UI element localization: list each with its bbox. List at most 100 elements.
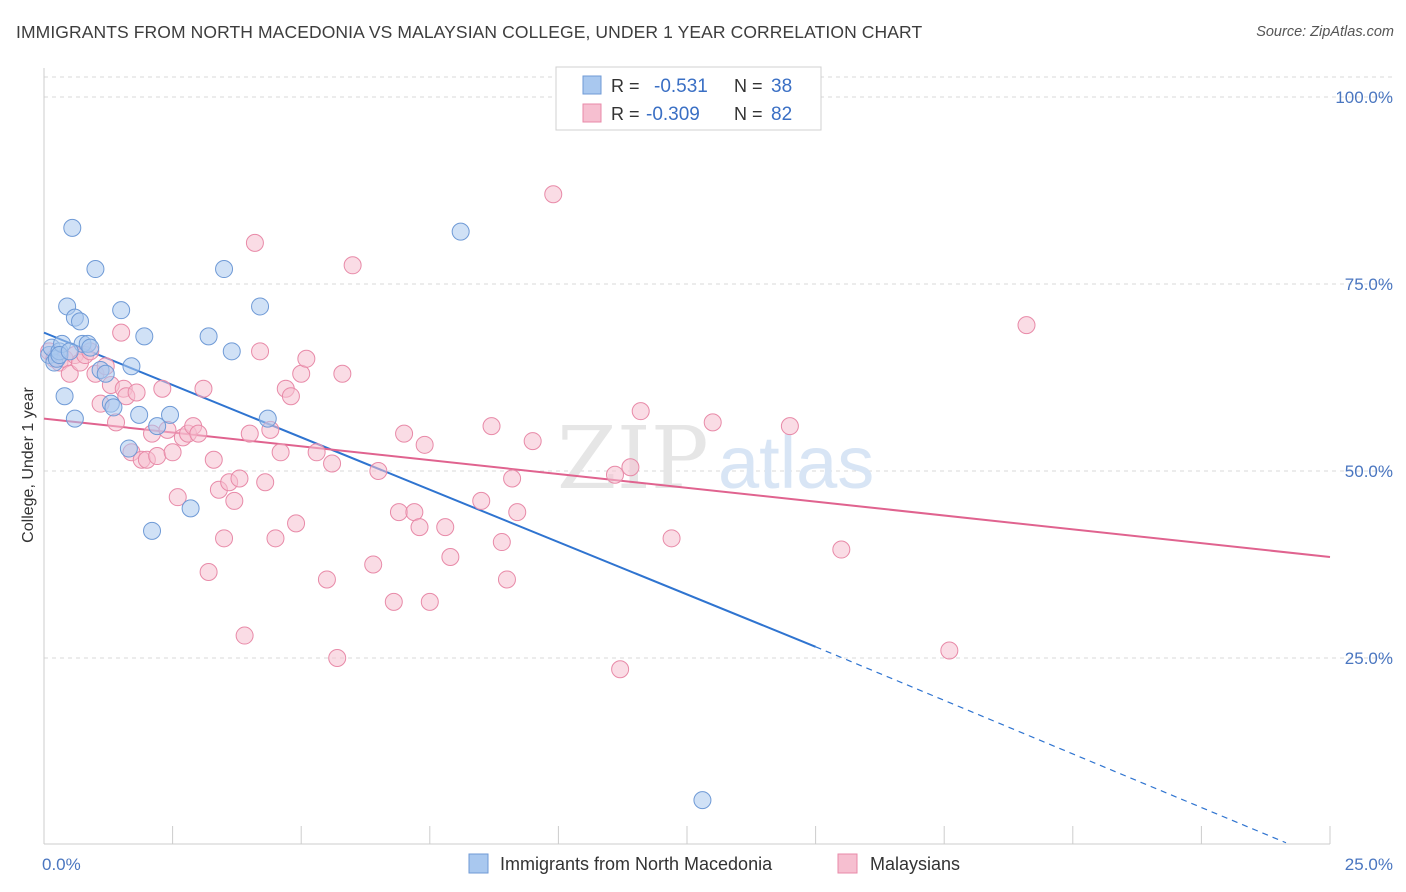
y-tick-label: 25.0%	[1345, 649, 1393, 668]
bottom-legend-swatch-pink	[837, 853, 858, 874]
point-malaysians	[384, 592, 403, 611]
point-north-macedonia	[63, 218, 82, 237]
legend-r-value-1: -0.531	[654, 76, 708, 97]
point-malaysians	[523, 432, 542, 451]
point-malaysians	[832, 540, 851, 559]
y-tick-label: 75.0%	[1345, 275, 1393, 294]
point-north-macedonia	[222, 342, 241, 361]
bottom-legend-label-2: Malaysians	[870, 854, 960, 874]
point-malaysians	[333, 364, 352, 383]
bottom-legend-label-1: Immigrants from North Macedonia	[500, 854, 773, 874]
point-malaysians	[287, 514, 306, 533]
point-malaysians	[1017, 316, 1036, 335]
point-malaysians	[256, 473, 275, 492]
trend-line-malaysians	[43, 417, 1331, 559]
point-north-macedonia	[104, 398, 123, 417]
trend-lines	[43, 331, 1331, 844]
point-malaysians	[230, 469, 249, 488]
point-malaysians	[631, 402, 650, 421]
point-malaysians	[389, 503, 408, 522]
point-north-macedonia	[148, 417, 167, 436]
point-north-macedonia	[60, 342, 79, 361]
legend-swatch-blue	[582, 75, 602, 95]
legend-box: R = -0.531 N = 38 R = -0.309 N = 82	[555, 66, 822, 131]
point-malaysians	[292, 364, 311, 383]
point-malaysians	[395, 424, 414, 443]
point-malaysians	[492, 533, 511, 552]
legend-n-value-2: 82	[771, 104, 792, 125]
legend-n-label-1: N =	[734, 76, 763, 96]
point-malaysians	[60, 364, 79, 383]
point-north-macedonia	[112, 301, 131, 320]
point-malaysians	[297, 349, 316, 368]
point-malaysians	[235, 626, 254, 645]
point-malaysians	[245, 233, 264, 252]
point-malaysians	[251, 342, 270, 361]
point-malaysians	[112, 323, 131, 342]
point-malaysians	[194, 379, 213, 398]
y-axis-title: College, Under 1 year	[20, 387, 37, 543]
point-malaysians	[107, 413, 126, 432]
point-north-macedonia	[199, 327, 218, 346]
point-north-macedonia	[258, 409, 277, 428]
point-malaysians	[497, 570, 516, 589]
point-malaysians	[703, 413, 722, 432]
watermark-atlas: atlas	[718, 421, 874, 504]
x-tick-label-min: 0.0%	[42, 855, 81, 874]
point-malaysians	[343, 256, 362, 275]
point-malaysians	[148, 447, 167, 466]
point-malaysians	[780, 417, 799, 436]
point-north-macedonia	[71, 312, 90, 331]
axis-layer: 25.0% 50.0% 75.0% 100.0% 0.0% 25.0%	[42, 68, 1393, 874]
y-tick-label: 50.0%	[1345, 462, 1393, 481]
point-north-macedonia	[119, 439, 138, 458]
legend-n-label-2: N =	[734, 104, 763, 124]
point-north-macedonia	[65, 409, 84, 428]
source-credit: Source: ZipAtlas.com	[1256, 24, 1394, 40]
point-malaysians	[415, 435, 434, 454]
point-malaysians	[281, 387, 300, 406]
point-north-macedonia	[181, 499, 200, 518]
grid-layer	[44, 76, 1392, 659]
legend-r-label-1: R =	[611, 76, 640, 96]
point-north-macedonia	[81, 338, 100, 357]
point-malaysians	[364, 555, 383, 574]
point-malaysians	[662, 529, 681, 548]
point-malaysians	[472, 491, 491, 510]
point-malaysians	[503, 469, 522, 488]
point-malaysians	[204, 450, 223, 469]
point-north-macedonia	[55, 387, 74, 406]
point-malaysians	[240, 424, 259, 443]
point-malaysians	[405, 503, 424, 522]
trend-line-north-macedonia	[43, 331, 816, 648]
point-malaysians	[410, 518, 429, 537]
legend-r-label-2: R =	[611, 104, 640, 124]
point-malaysians	[168, 488, 187, 507]
point-north-macedonia	[86, 260, 105, 279]
y-tick-label: 100.0%	[1335, 88, 1393, 107]
point-north-macedonia	[251, 297, 270, 316]
chart-title: IMMIGRANTS FROM NORTH MACEDONIA VS MALAY…	[16, 22, 923, 42]
point-malaysians	[441, 548, 460, 567]
point-malaysians	[369, 462, 388, 480]
point-malaysians	[163, 443, 182, 462]
point-malaysians	[611, 660, 630, 679]
point-malaysians	[225, 491, 244, 510]
point-malaysians	[127, 383, 146, 402]
point-malaysians	[215, 529, 234, 548]
point-north-macedonia	[451, 222, 470, 241]
trend-line-extension	[815, 646, 1287, 844]
point-malaysians	[940, 641, 959, 660]
point-malaysians	[317, 570, 336, 589]
series-legend: Immigrants from North Macedonia Malaysia…	[468, 853, 960, 874]
point-north-macedonia	[135, 327, 154, 346]
y-axis-title-group: College, Under 1 year	[20, 387, 37, 543]
point-malaysians	[544, 185, 563, 204]
bottom-legend-swatch-blue	[468, 853, 489, 874]
legend-n-value-1: 38	[771, 76, 792, 97]
point-malaysians	[199, 562, 218, 581]
point-malaysians	[189, 424, 208, 443]
scatter-points	[40, 185, 1036, 810]
point-north-macedonia	[143, 521, 162, 540]
